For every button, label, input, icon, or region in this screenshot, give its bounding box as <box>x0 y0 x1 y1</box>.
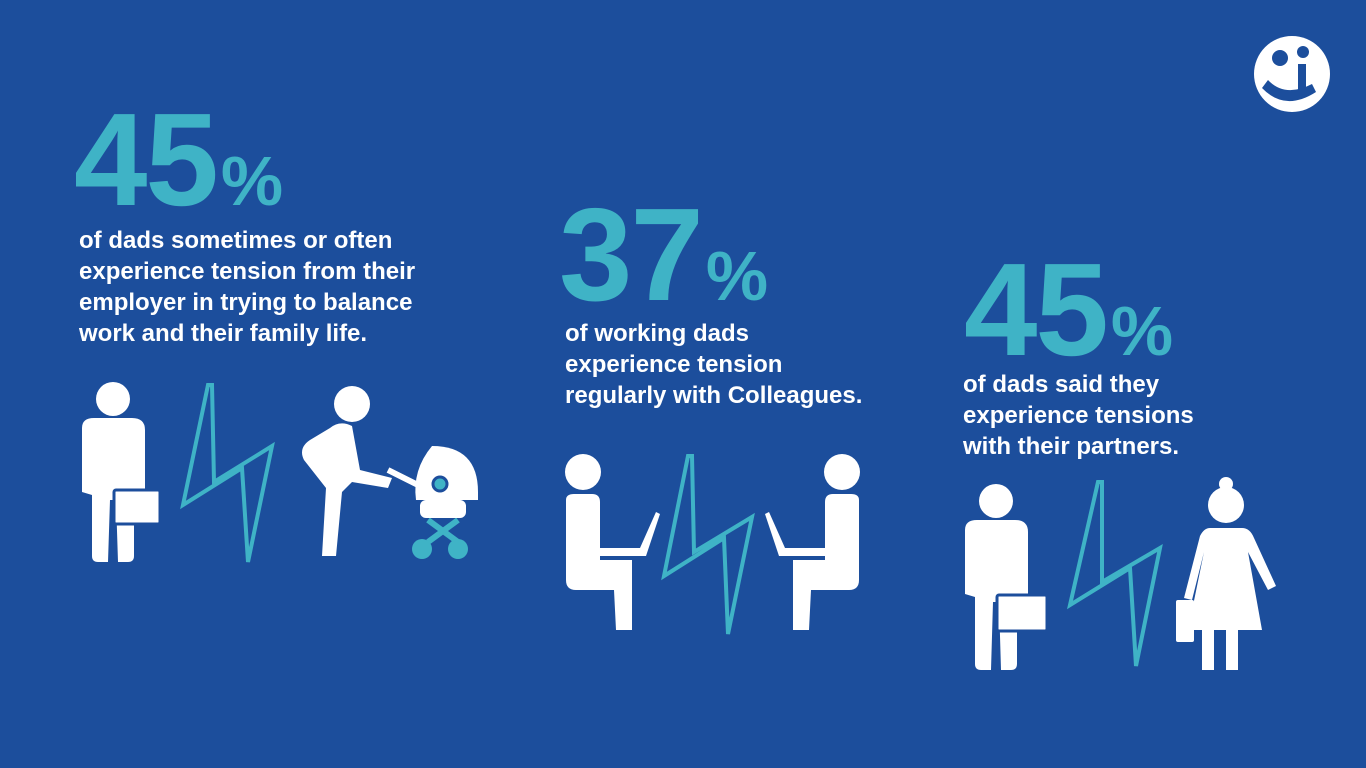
stat-unit: % <box>1111 292 1172 370</box>
stat-description: experience tension <box>565 351 782 378</box>
stat-unit: % <box>706 237 767 315</box>
stat-number: 37 <box>559 181 702 328</box>
stats: 45%of dads sometimes or oftenexperience … <box>74 86 1194 460</box>
stat-description: work and their family life. <box>78 320 367 347</box>
stat-description: with their partners. <box>962 433 1179 460</box>
stat-figure: 45% <box>964 236 1172 383</box>
stat-description: experience tensions <box>963 402 1194 429</box>
stat-block: 45%of dads sometimes or oftenexperience … <box>74 86 415 347</box>
stat-description: of dads said they <box>963 371 1160 398</box>
stat-description: of dads sometimes or often <box>79 227 392 254</box>
tension-bolt <box>180 383 275 563</box>
logo <box>1254 36 1330 112</box>
stat-description: regularly with Colleagues. <box>565 382 862 409</box>
stat-number: 45 <box>74 86 217 233</box>
icon-colleague-left <box>565 454 660 630</box>
stat-block: 45%of dads said they experience tensions w… <box>962 236 1194 460</box>
stat-unit: % <box>221 142 282 220</box>
tension-bolt <box>661 454 755 635</box>
icon-colleague-right <box>765 454 860 630</box>
stat-number: 45 <box>964 236 1107 383</box>
icon-partner <box>1176 477 1276 670</box>
stat-description: experience tension from their <box>79 258 415 285</box>
stat-figure: 45% <box>74 86 282 233</box>
tension-bolt <box>1066 480 1163 667</box>
stat-description: employer in trying to balance <box>79 289 412 316</box>
icon-father-stroller <box>302 386 478 559</box>
stat-figure: 37% <box>559 181 767 328</box>
icon-businessman <box>82 382 162 562</box>
icon-businessman <box>965 484 1049 670</box>
stat-description: of working dads <box>565 320 749 347</box>
